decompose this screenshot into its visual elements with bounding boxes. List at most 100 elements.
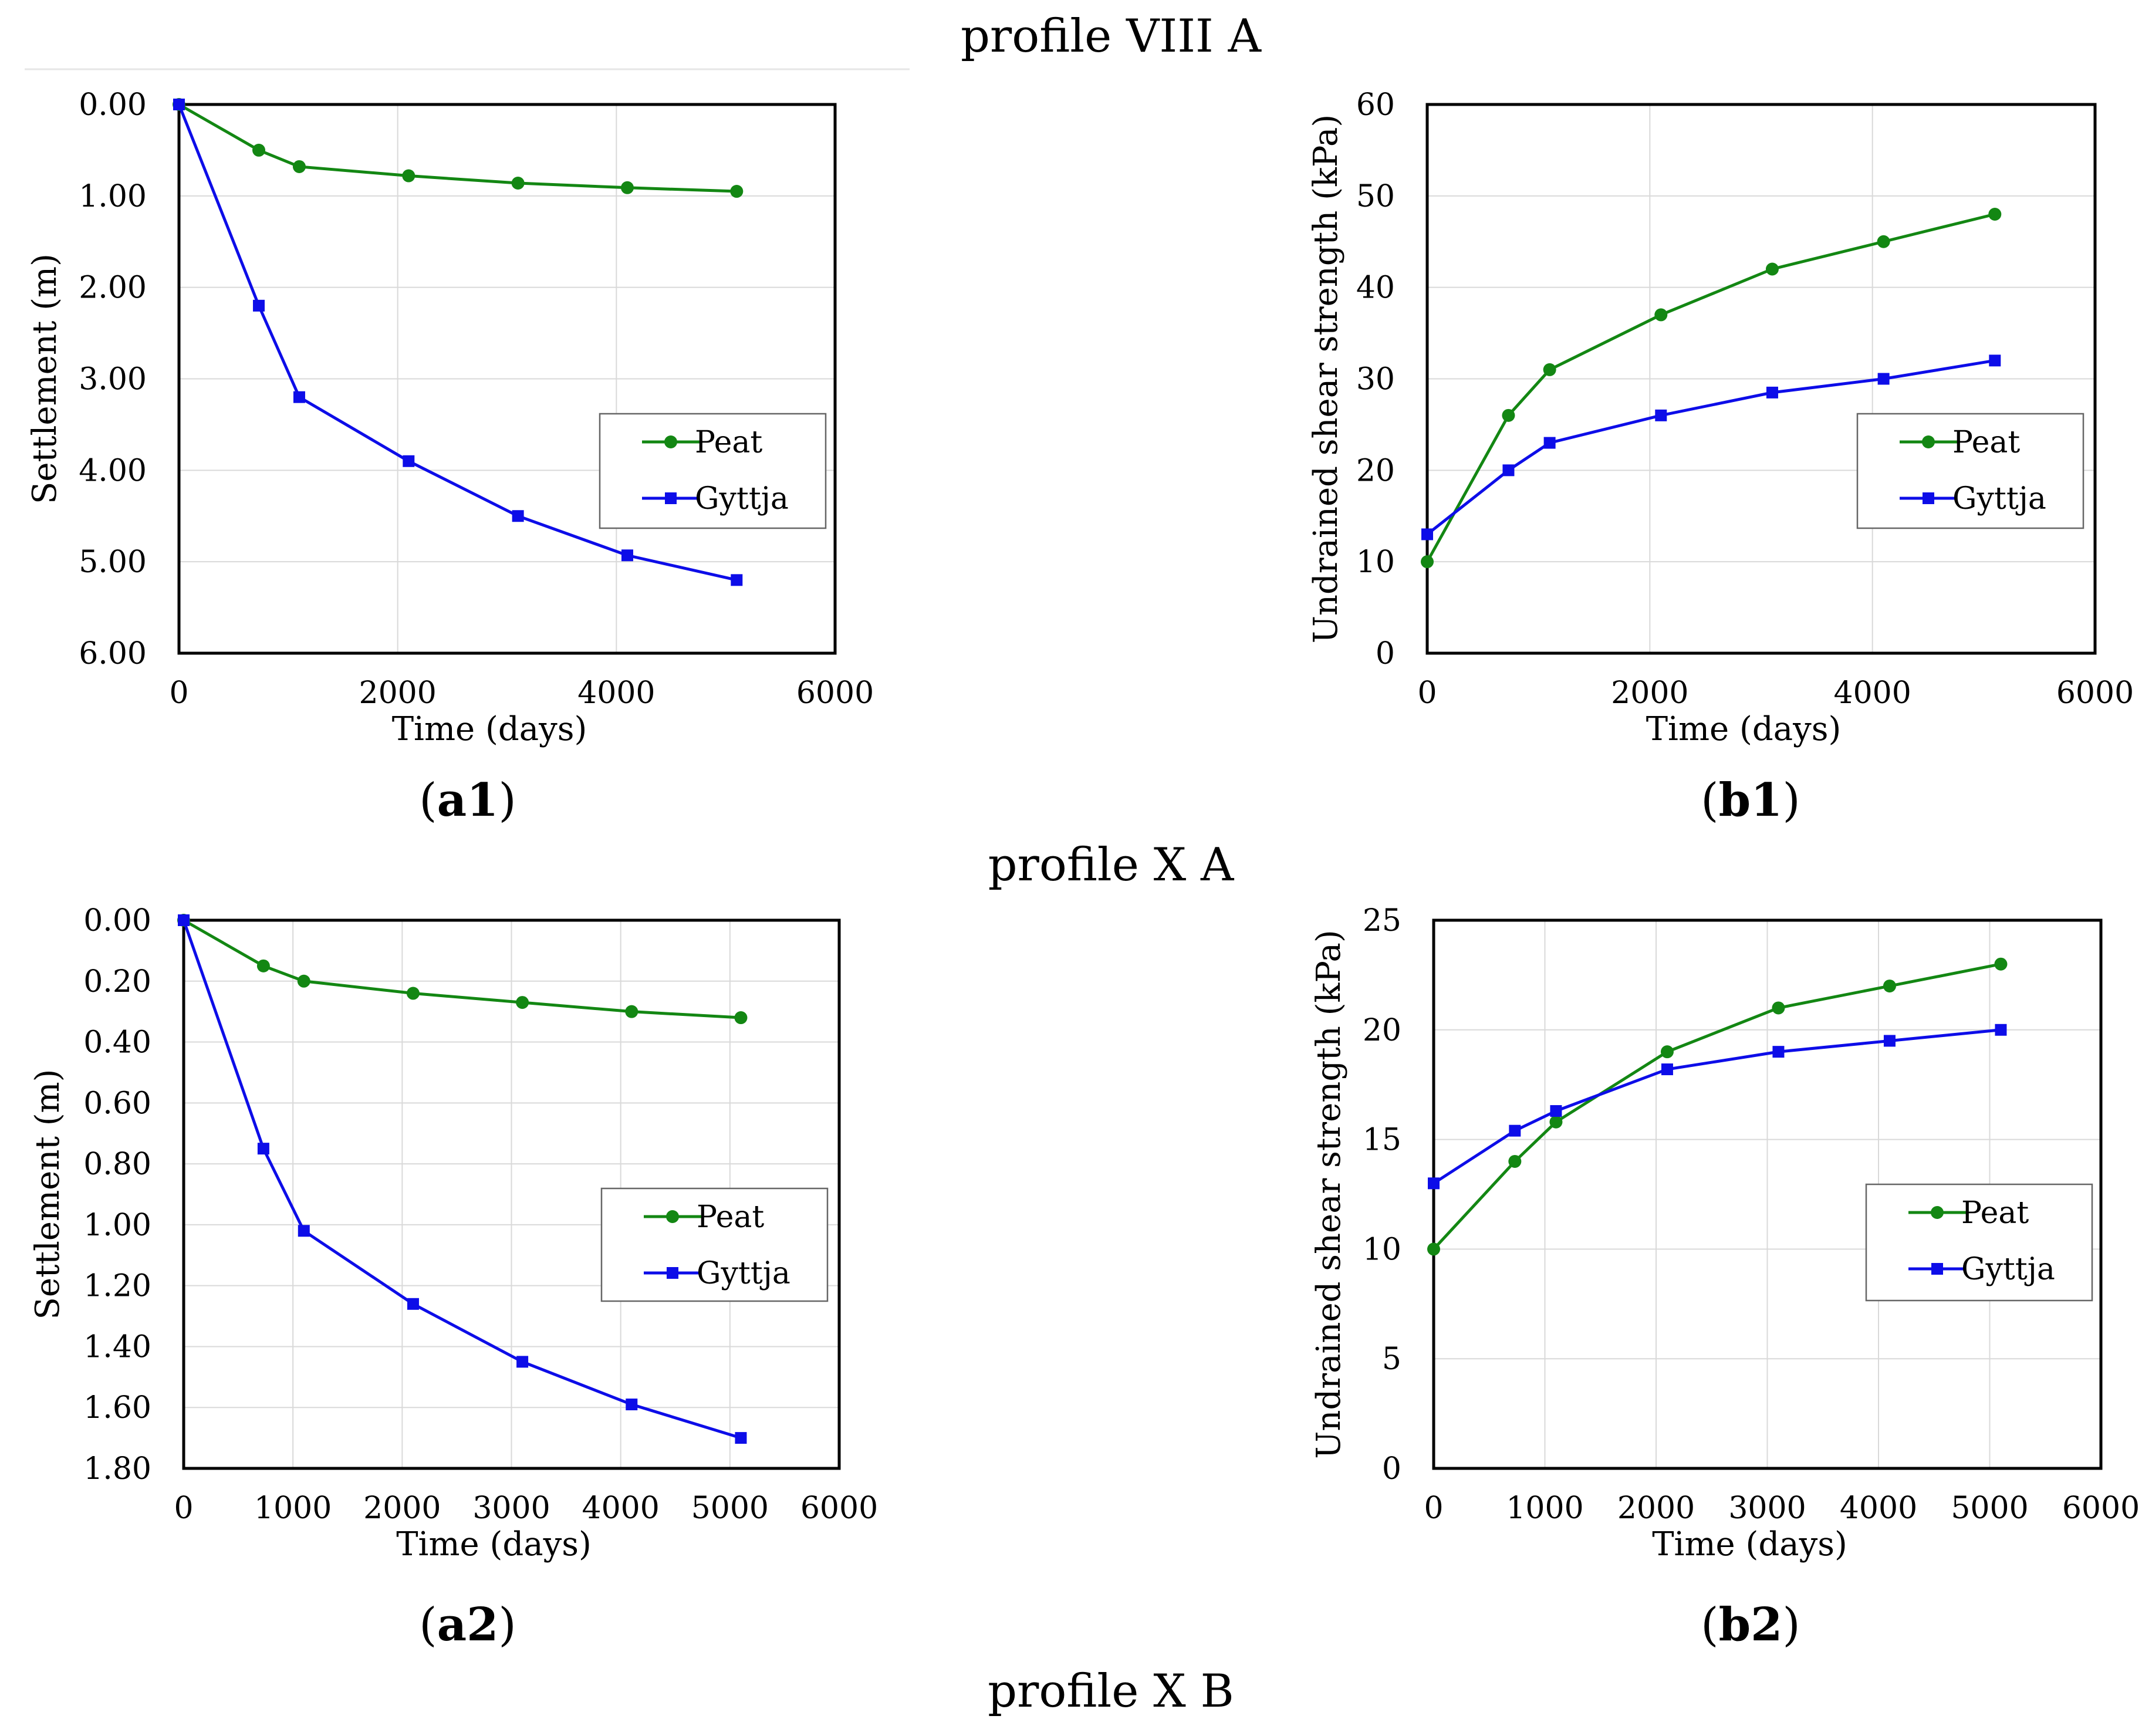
chart-a1-plot-frame <box>177 103 837 655</box>
chart-a2-ytick-label-8: 1.60 <box>83 1390 151 1426</box>
chart-b1-legend-label-1: Gyttja <box>1952 481 2046 516</box>
chart-a2-xtick-label-3: 3000 <box>472 1491 550 1526</box>
chart-a2-ytick-label-5: 1.00 <box>83 1208 151 1243</box>
chart-a2-series-gyttja-point-6 <box>735 1432 747 1444</box>
chart-b2-legend-marker-1 <box>1931 1263 1943 1275</box>
chart-a1-ytick-label-3: 3.00 <box>79 362 147 397</box>
chart-b1-series-gyttja-point-1 <box>1502 464 1515 477</box>
caption-a2: (a2) <box>419 1598 516 1651</box>
chart-a2-series-gyttja-point-0 <box>178 914 190 926</box>
chart-a2-xtick-label-5: 5000 <box>691 1491 769 1526</box>
chart-a2-y-axis-label: Settlement (m) <box>29 1069 67 1320</box>
chart-a2-ytick-label-7: 1.40 <box>83 1329 151 1365</box>
chart-a2-ytick-label-9: 1.80 <box>83 1451 151 1487</box>
chart-b2-ytick-label-5: 25 <box>1363 903 1401 938</box>
chart-b2-xtick-label-3: 3000 <box>1728 1491 1806 1526</box>
chart-a2-series-gyttja-point-5 <box>626 1399 638 1411</box>
chart-b1-ytick-label-1: 10 <box>1356 545 1395 580</box>
chart-b2-legend-marker-0 <box>1931 1206 1944 1219</box>
chart-a2-xtick-label-0: 0 <box>174 1491 193 1526</box>
chart-b1-legend-marker-0 <box>1922 435 1935 448</box>
chart-a2-ytick-label-6: 1.20 <box>83 1269 151 1304</box>
chart-a1-legend-marker-0 <box>664 435 677 448</box>
caption-b1: (b1) <box>1701 774 1800 827</box>
chart-b2-x-axis-label: Time (days) <box>1652 1525 1847 1563</box>
chart-b1-legend-box <box>1856 413 2084 529</box>
chart-a1-legend-box <box>599 413 827 529</box>
chart-a1-ytick-label-5: 5.00 <box>79 545 147 580</box>
chart-b2-series-gyttja-point-5 <box>1883 1035 1896 1047</box>
chart-b1-x-axis-label: Time (days) <box>1646 710 1842 748</box>
chart-a1-legend-label-1: Gyttja <box>695 481 789 516</box>
chart-b1-y-axis-label: Undrained shear strength (kPa) <box>1307 114 1345 644</box>
chart-b2-ytick-label-3: 15 <box>1363 1123 1401 1158</box>
chart-b2-series-peat-point-3 <box>1660 1045 1674 1059</box>
chart-a1-xtick-label-2: 4000 <box>577 676 655 711</box>
chart-a2-ytick-label-4: 0.80 <box>83 1147 151 1182</box>
chart-b2-y-axis-label: Undrained shear strength (kPa) <box>1310 930 1348 1459</box>
chart-b1-ytick-label-0: 0 <box>1376 636 1395 671</box>
chart-b1-plot-frame <box>1425 103 2097 655</box>
chart-b1-xtick-label-1: 2000 <box>1611 676 1688 711</box>
chart-a2-series-peat-point-4 <box>516 996 529 1009</box>
chart-a2-xtick-label-1: 1000 <box>254 1491 332 1526</box>
chart-b2-series-peat-point-2 <box>1549 1115 1563 1129</box>
chart-a1-series-gyttja-point-1 <box>253 299 265 312</box>
chart-b2-xtick-label-5: 5000 <box>1951 1491 2028 1526</box>
chart-a2-series-gyttja-point-3 <box>407 1298 419 1310</box>
chart-b1-series-gyttja-point-2 <box>1543 437 1556 449</box>
chart-b1-series-peat-point-0 <box>1421 555 1434 569</box>
chart-b2-series-peat-point-0 <box>1427 1242 1440 1256</box>
chart-b1-legend-marker-1 <box>1923 492 1934 504</box>
chart-b2-ytick-label-2: 10 <box>1363 1232 1401 1267</box>
chart-a2-ytick-label-3: 0.60 <box>83 1086 151 1121</box>
chart-a2-series-gyttja-point-2 <box>298 1225 310 1237</box>
chart-b2-series-gyttja-point-6 <box>1995 1024 2007 1036</box>
chart-b2-series-gyttja-point-2 <box>1550 1105 1562 1117</box>
chart-a1-ytick-label-4: 4.00 <box>79 453 147 488</box>
chart-b2-xtick-label-6: 6000 <box>2062 1491 2140 1526</box>
chart-a2-ytick-label-1: 0.20 <box>83 964 151 999</box>
chart-b2-xtick-label-0: 0 <box>1424 1491 1443 1526</box>
chart-b1-series-gyttja-point-0 <box>1421 528 1433 541</box>
chart-a2-legend-marker-1 <box>667 1267 678 1279</box>
chart-a2-series-gyttja-point-4 <box>516 1356 529 1368</box>
chart-a1-ytick-label-6: 6.00 <box>79 636 147 671</box>
chart-b2-series-gyttja-point-1 <box>1509 1124 1521 1137</box>
chart-a1-xtick-label-0: 0 <box>169 676 188 711</box>
chart-a1-y-axis-label: Settlement (m) <box>26 254 64 504</box>
chart-a1-legend-marker-1 <box>665 492 677 504</box>
chart-a1-xtick-label-1: 2000 <box>359 676 436 711</box>
chart-a1-series-peat-point-1 <box>252 143 266 157</box>
chart-b2-legend-label-1: Gyttja <box>1961 1252 2055 1287</box>
chart-a2-xtick-label-4: 4000 <box>582 1491 659 1526</box>
chart-a1-series-gyttja-point-6 <box>731 574 743 586</box>
chart-b2-xtick-label-1: 1000 <box>1506 1491 1583 1526</box>
chart-a1-series-gyttja-point-2 <box>293 391 305 403</box>
chart-b1-ytick-label-6: 60 <box>1356 87 1395 123</box>
chart-a2-series-peat-point-1 <box>256 959 270 972</box>
chart-b1-ytick-label-2: 20 <box>1356 453 1395 488</box>
chart-a1-series-peat-point-4 <box>511 177 525 190</box>
caption-a1: (a1) <box>419 774 516 827</box>
chart-a1-series-gyttja-point-0 <box>173 99 185 110</box>
chart-a2-series-peat-point-2 <box>297 974 310 988</box>
chart-b1-series-peat-point-5 <box>1877 235 1890 248</box>
chart-b2-xtick-label-4: 4000 <box>1840 1491 1917 1526</box>
chart-b2-series-gyttja-point-4 <box>1772 1046 1785 1058</box>
chart-b1-ytick-label-5: 50 <box>1356 179 1395 214</box>
chart-a1-legend-label-0: Peat <box>695 425 762 460</box>
chart-a2-legend-label-1: Gyttja <box>697 1256 790 1291</box>
chart-b1-shear-strength: 0 2000 4000 6000 0 10 20 30 40 50 60 Time (days) Und… <box>1307 87 2134 748</box>
chart-b1-ytick-label-3: 30 <box>1356 362 1395 397</box>
chart-b1-ytick-label-4: 40 <box>1356 271 1395 306</box>
chart-b1-series-gyttja-point-6 <box>1989 354 2001 367</box>
chart-b2-legend-label-0: Peat <box>1961 1195 2029 1231</box>
heading-profile-viii-a: profile VIII A <box>961 10 1262 63</box>
chart-b1-series-peat-point-2 <box>1543 363 1556 376</box>
chart-a2-x-axis-label: Time (days) <box>396 1525 592 1563</box>
chart-a2-legend-box <box>600 1187 829 1302</box>
chart-a2-legend-marker-0 <box>666 1210 679 1223</box>
chart-a1-series-peat-point-2 <box>292 160 306 173</box>
